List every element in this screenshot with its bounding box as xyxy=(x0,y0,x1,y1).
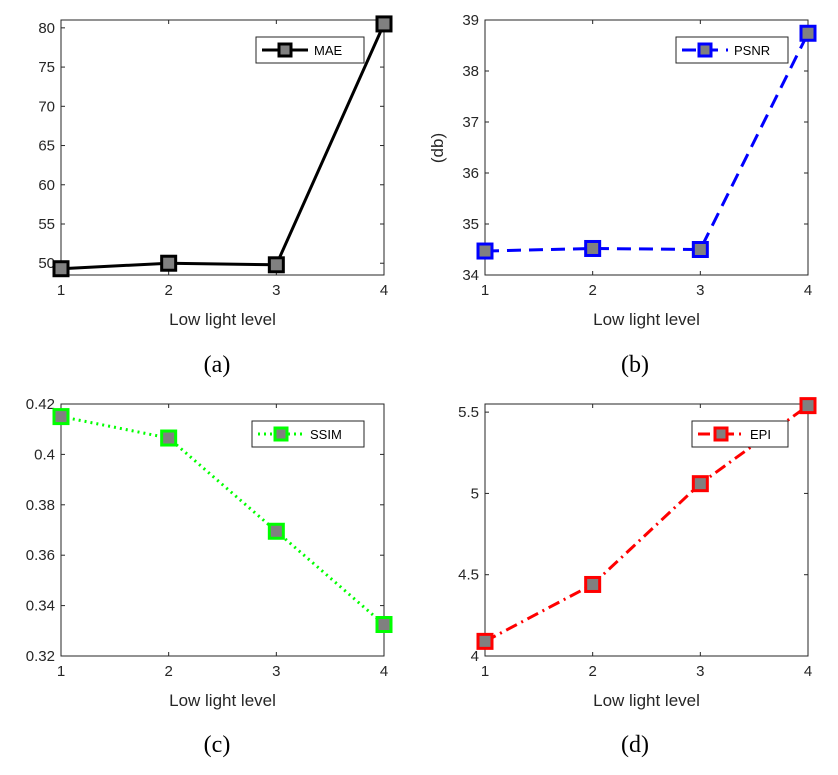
y-tick-label: 80 xyxy=(38,20,55,37)
y-tick-label: 75 xyxy=(38,59,55,76)
y-tick-label: 36 xyxy=(462,165,479,182)
x-tick-label: 1 xyxy=(481,282,489,299)
panel-caption: (b) xyxy=(621,352,649,378)
y-tick-label: 70 xyxy=(38,98,55,115)
y-tick-label: 60 xyxy=(38,177,55,194)
y-tick-label: 0.36 xyxy=(26,547,55,564)
x-tick-label: 3 xyxy=(272,282,280,299)
y-tick-label: 37 xyxy=(462,114,479,131)
x-axis-label: Low light level xyxy=(169,310,276,329)
x-axis-label: Low light level xyxy=(593,310,700,329)
legend-label: SSIM xyxy=(310,427,342,442)
data-point xyxy=(691,241,709,258)
legend-marker xyxy=(277,42,293,58)
x-tick-label: 2 xyxy=(588,282,596,299)
legend-marker xyxy=(273,426,289,442)
x-tick-label: 2 xyxy=(588,663,596,680)
x-tick-label: 3 xyxy=(272,663,280,680)
y-tick-label: 55 xyxy=(38,216,55,233)
series-line-psnr xyxy=(484,32,810,253)
y-tick-label: 0.32 xyxy=(26,648,55,665)
y-axis-label: (db) xyxy=(428,133,447,163)
y-tick-label: 5 xyxy=(471,485,479,502)
x-tick-label: 2 xyxy=(164,282,172,299)
chart-panel-3: 1 2 3 4 0.32 0.34 0.36 0.38 0.4 0.42 Low light lev… xyxy=(26,396,393,758)
panel-caption: (c) xyxy=(204,732,231,758)
y-tick-label: 0.4 xyxy=(34,446,55,463)
data-point xyxy=(52,260,70,278)
y-tick-label: 4 xyxy=(471,648,479,665)
legend-label: EPI xyxy=(750,427,771,442)
data-point xyxy=(52,408,70,426)
series-line-mae xyxy=(60,23,386,271)
y-tick-label: 34 xyxy=(462,267,479,284)
x-tick-label: 1 xyxy=(57,282,65,299)
y-tick-label: 39 xyxy=(462,12,479,29)
y-tick-label: 50 xyxy=(38,255,55,272)
data-point xyxy=(799,24,817,42)
data-point xyxy=(799,397,817,415)
data-point xyxy=(584,575,602,593)
data-point xyxy=(375,616,393,633)
y-tick-label: 38 xyxy=(462,63,479,80)
legend-label: MAE xyxy=(314,43,343,58)
chart-panel-4: 1 2 3 4 4 4.5 5 5.5 Low light level EPI (d) xyxy=(458,397,817,758)
legend-label: PSNR xyxy=(734,43,770,58)
legend-marker xyxy=(713,426,729,442)
x-axis-label: Low light level xyxy=(169,691,276,710)
y-tick-label: 65 xyxy=(38,138,55,155)
x-tick-label: 4 xyxy=(380,663,388,680)
x-tick-label: 4 xyxy=(380,282,388,299)
x-axis-label: Low light level xyxy=(593,691,700,710)
data-point xyxy=(267,522,285,540)
data-point xyxy=(584,239,602,257)
y-tick-label: 0.38 xyxy=(26,497,55,514)
data-point xyxy=(691,475,709,493)
legend-box xyxy=(255,36,365,64)
y-tick-label: 0.42 xyxy=(26,396,55,413)
x-tick-label: 3 xyxy=(696,663,704,680)
data-point xyxy=(267,256,285,274)
data-point xyxy=(476,242,494,260)
x-tick-label: 1 xyxy=(481,663,489,680)
data-point xyxy=(160,254,178,272)
y-tick-label: 0.34 xyxy=(26,598,55,615)
x-tick-label: 1 xyxy=(57,663,65,680)
x-tick-label: 2 xyxy=(164,663,172,680)
series-line-ssim xyxy=(60,415,385,626)
data-point xyxy=(160,429,178,447)
data-point xyxy=(476,632,494,650)
legend-marker xyxy=(697,42,713,58)
x-tick-label: 3 xyxy=(696,282,704,299)
legend-box xyxy=(251,420,365,448)
chart-panel-1: 1 2 3 4 50 55 60 65 70 75 80 Low light level MAE (a) xyxy=(38,15,393,378)
y-tick-label: 4.5 xyxy=(458,567,479,584)
x-tick-label: 4 xyxy=(804,282,812,299)
y-tick-label: 5.5 xyxy=(458,404,479,421)
y-tick-label: 35 xyxy=(462,216,479,233)
series-line-epi xyxy=(484,404,809,643)
panel-caption: (d) xyxy=(621,732,649,758)
x-tick-label: 4 xyxy=(804,663,812,680)
data-point xyxy=(375,15,393,33)
panel-caption: (a) xyxy=(204,352,231,378)
